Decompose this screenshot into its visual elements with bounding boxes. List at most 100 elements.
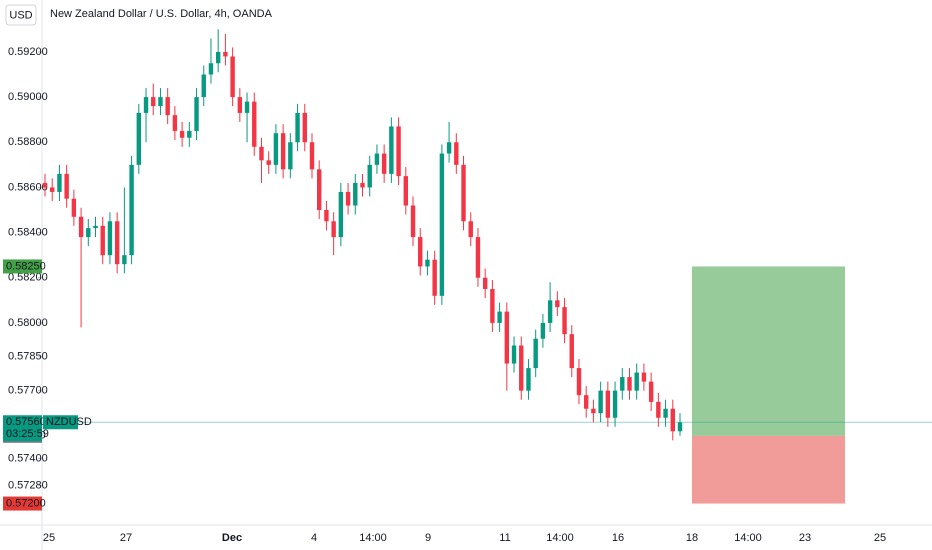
candle-body <box>396 126 401 177</box>
x-tick-label: 25 <box>43 532 55 544</box>
x-tick-label: Dec <box>222 532 242 544</box>
x-tick-label: 25 <box>874 532 886 544</box>
candle-body <box>547 300 553 323</box>
candle-body <box>634 372 639 391</box>
candle-body <box>656 401 661 418</box>
candle-body <box>403 176 408 206</box>
candle-body <box>78 216 84 238</box>
candle-body <box>280 133 286 170</box>
candle-body <box>57 173 62 192</box>
target-badge-label: 0.58250 <box>6 260 46 272</box>
candle-body <box>418 237 423 267</box>
y-tick-label: 0.58000 <box>8 317 48 329</box>
candle-body <box>519 345 524 391</box>
x-tick-label: 16 <box>612 532 624 544</box>
candle-body <box>482 277 488 290</box>
y-tick-label: 0.59200 <box>8 46 48 58</box>
y-tick-label: 0.58600 <box>8 181 48 193</box>
candle-body <box>461 164 466 222</box>
candle-body <box>677 422 683 432</box>
candle-body <box>143 97 149 113</box>
candle-body <box>641 372 647 382</box>
countdown: 03:25:59 <box>6 428 49 440</box>
candle-body <box>526 368 531 391</box>
target-badge <box>3 259 42 274</box>
stop-badge <box>3 496 42 511</box>
candle-body <box>223 51 228 57</box>
candle-body <box>569 334 574 369</box>
candle-body <box>324 210 329 222</box>
candle-body <box>100 225 105 256</box>
candle-body <box>583 395 589 409</box>
candle-body <box>295 112 300 143</box>
candle-body <box>273 133 279 165</box>
x-tick-label: 18 <box>686 532 698 544</box>
candle-body <box>446 142 452 154</box>
candle-body <box>627 377 632 391</box>
candle-body <box>555 300 560 308</box>
currency[interactable]: USD <box>9 9 32 21</box>
candle-body <box>504 311 510 364</box>
candle-body <box>187 130 192 138</box>
candle-body <box>71 198 77 217</box>
y-tick-label: 0.57400 <box>8 452 48 464</box>
x-tick-label: 14:00 <box>734 532 762 544</box>
candle-body <box>663 408 668 418</box>
candle-body <box>302 112 307 143</box>
symbol-badge <box>43 415 78 430</box>
candle-body <box>605 390 611 418</box>
profit-zone <box>692 266 845 436</box>
candle-body <box>179 130 185 138</box>
stop-badge-label: 0.57200 <box>6 497 46 509</box>
candle-body <box>454 142 459 165</box>
candle-body <box>540 322 546 339</box>
candle-body <box>338 191 344 238</box>
y-tick-label: 0.59000 <box>8 91 48 103</box>
candle-body <box>129 164 134 256</box>
candle-body <box>562 307 567 335</box>
candle-body <box>511 345 517 364</box>
candle-body <box>490 289 495 323</box>
candle-body <box>172 115 178 131</box>
candle-body <box>439 153 445 296</box>
last-price-badge <box>3 415 42 442</box>
candle-body <box>114 221 120 265</box>
last-price-label: 0.57560 <box>6 416 46 428</box>
candle-body <box>122 255 127 265</box>
x-tick-label: 23 <box>799 532 811 544</box>
candle-body <box>158 97 163 107</box>
candle-body <box>331 221 336 238</box>
candle-body <box>317 169 322 210</box>
candle-body <box>345 191 351 206</box>
candle-body <box>309 142 315 170</box>
candle-body <box>194 97 199 131</box>
loss-zone <box>692 435 845 504</box>
y-tick-label: 0.57850 <box>8 351 48 363</box>
currency-button[interactable] <box>5 4 37 26</box>
x-tick-label: 9 <box>425 532 431 544</box>
y-tick-label: 0.57280 <box>8 479 48 491</box>
candle-body <box>620 377 625 391</box>
candle-body <box>151 97 156 107</box>
candle-body <box>670 408 675 432</box>
candle-body <box>389 126 394 174</box>
candle-body <box>497 311 502 323</box>
candle-body <box>107 221 113 256</box>
y-tick-label: 0.58200 <box>8 272 48 284</box>
candle-body <box>86 228 91 238</box>
y-tick-label: 0.58400 <box>8 226 48 238</box>
candle-body <box>259 146 264 161</box>
x-tick-label: 11 <box>499 532 510 544</box>
candle-body <box>136 112 142 165</box>
candle-body <box>266 160 271 165</box>
x-tick-label: 14:00 <box>546 532 574 544</box>
candle-body <box>215 51 221 64</box>
candle-body <box>381 153 387 174</box>
y-tick-label: 0.58800 <box>8 136 48 148</box>
candle-body <box>367 164 372 188</box>
candle-body <box>425 259 430 267</box>
candle-body <box>230 56 235 98</box>
candle-body <box>648 381 654 402</box>
x-tick-label: 27 <box>120 532 132 544</box>
